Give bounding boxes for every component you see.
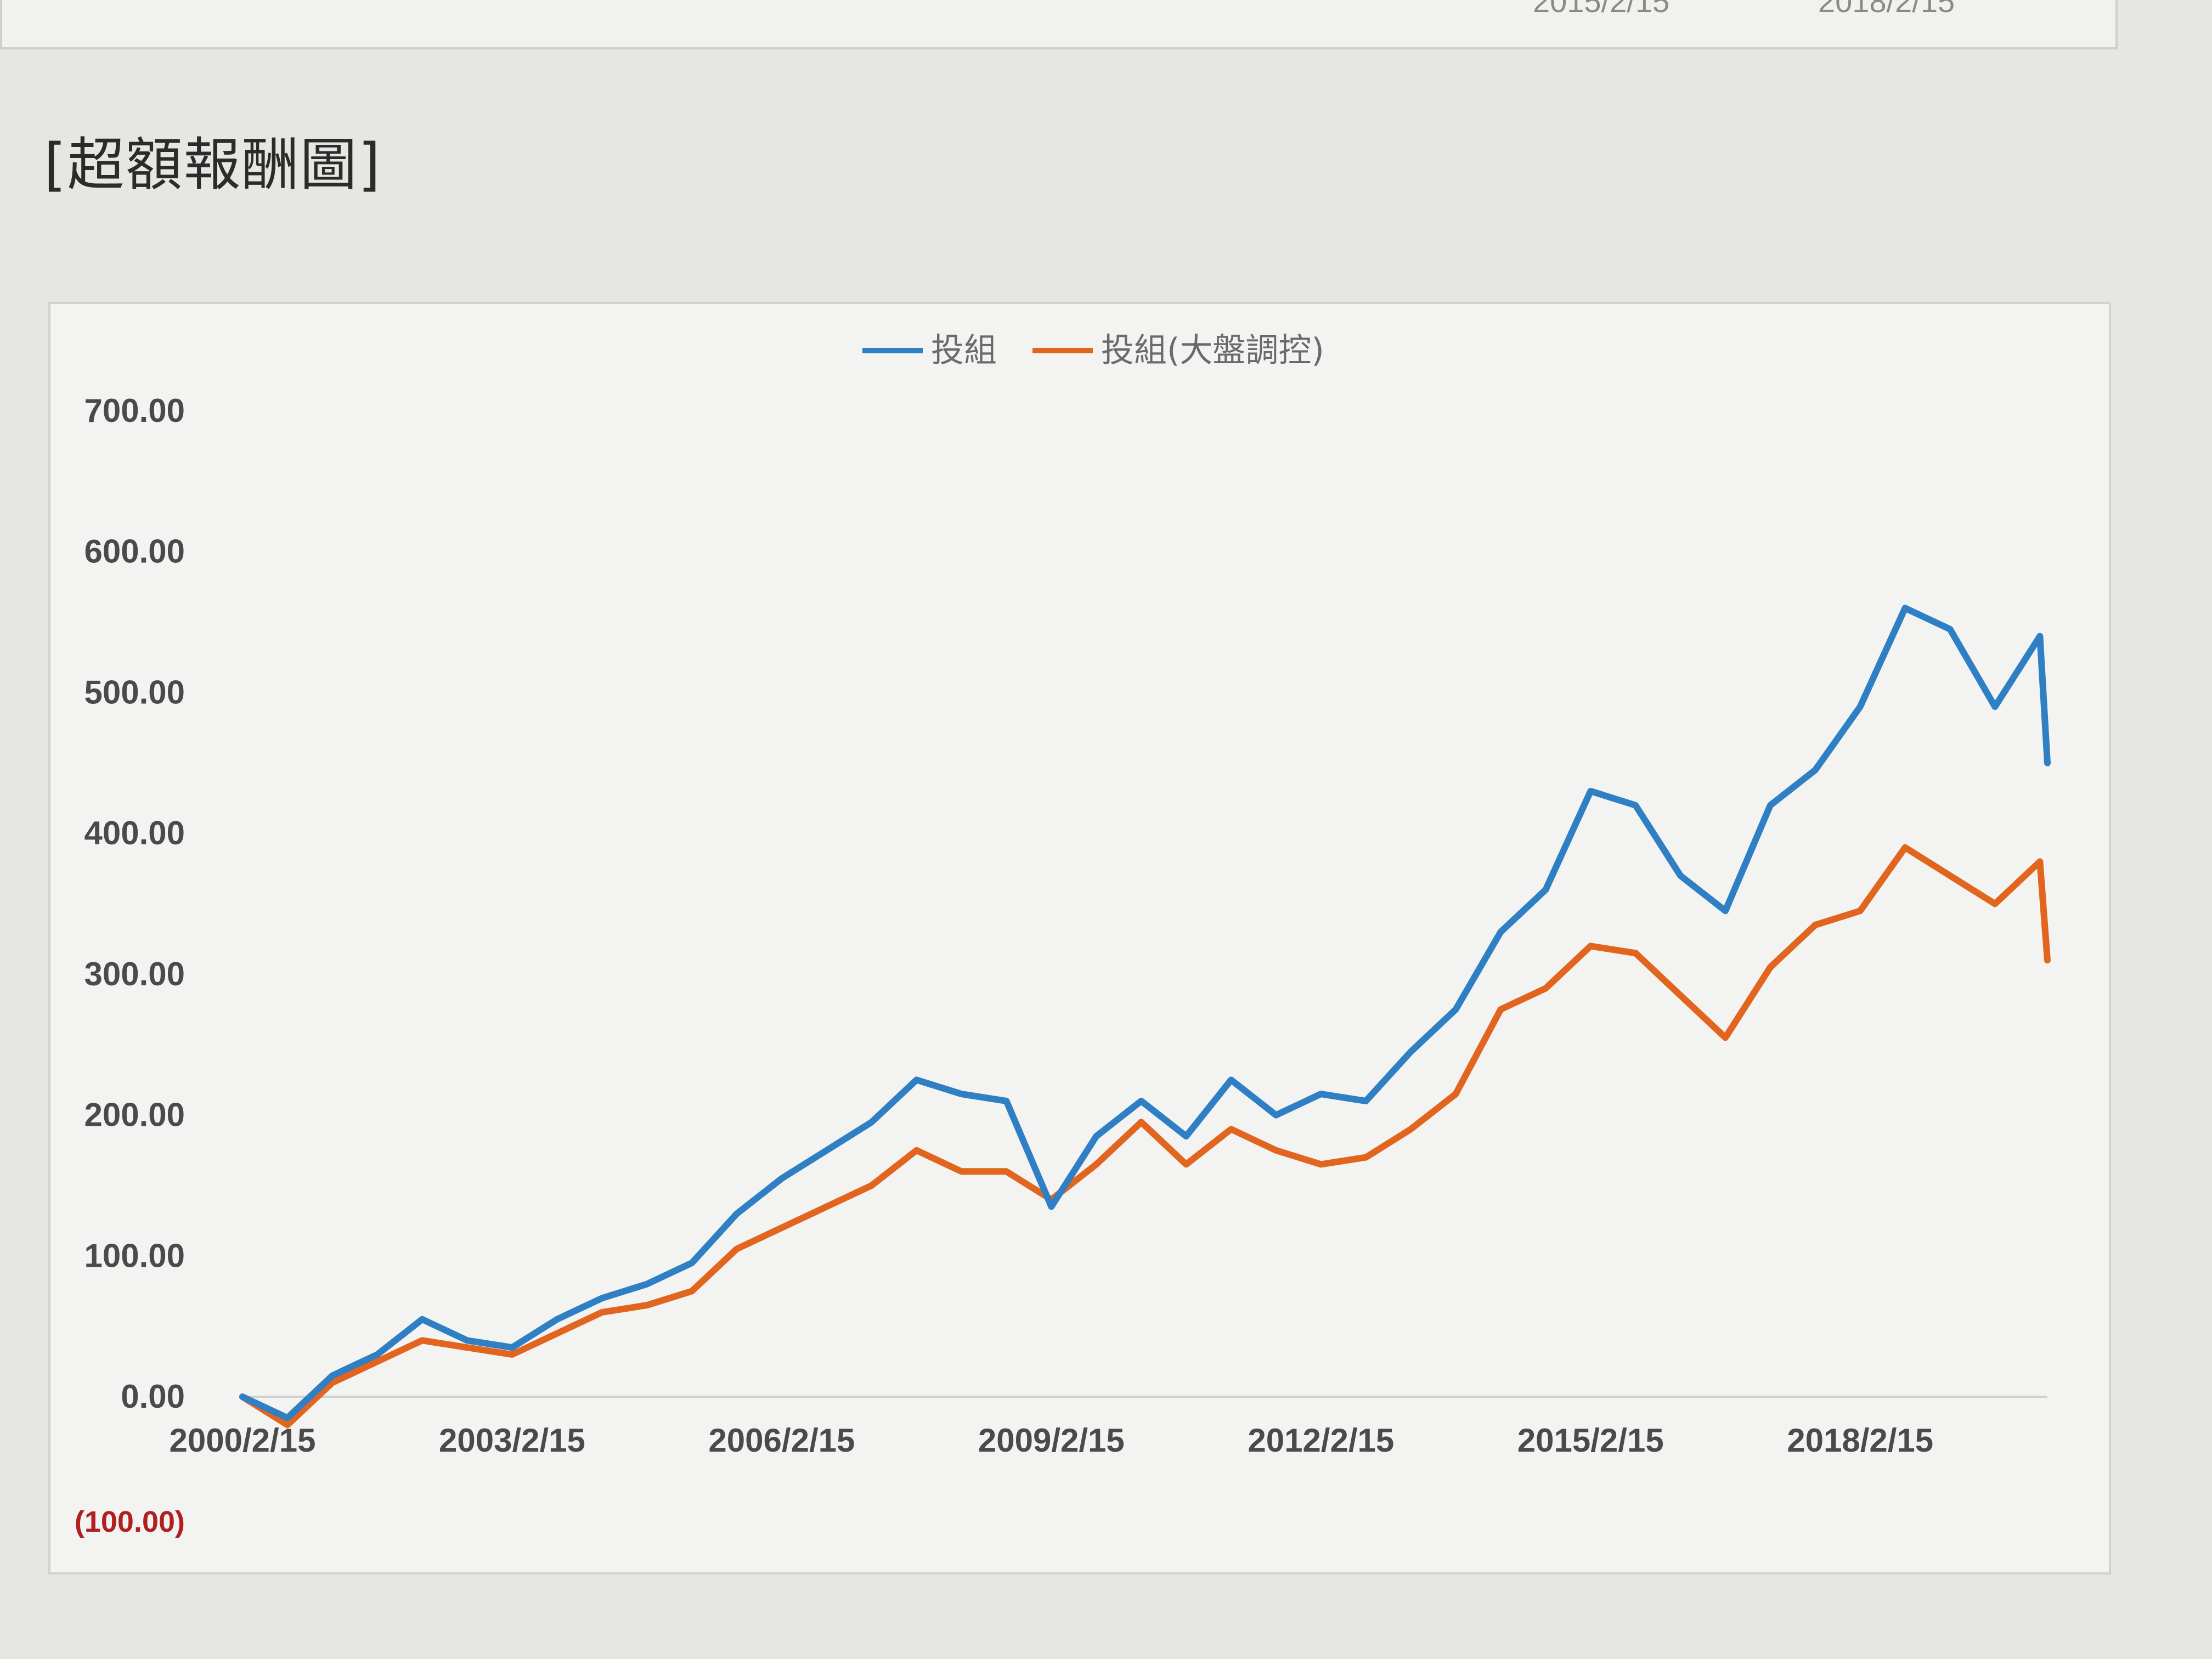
x-tick-label: 2006/2/15	[708, 1422, 855, 1459]
x-tick-label: 2003/2/15	[439, 1422, 585, 1459]
y-tick-label: 600.00	[84, 533, 185, 570]
y-tick-label: 700.00	[84, 392, 185, 429]
y-axis: 0.00 100.00 200.00 300.00 400.00 500.00 600.00…	[75, 392, 185, 1538]
top-strip-tick: 2018/2/15	[1818, 0, 1955, 19]
x-tick-label: 2009/2/15	[978, 1422, 1125, 1459]
top-strip-tick: 2015/2/15	[1533, 0, 1670, 19]
series-line-1	[239, 605, 2051, 1421]
chart-panel: 投組 投組(大盤調控) 0.00 100.00 200.00 300.00 400.00…	[48, 302, 2111, 1575]
series-line-2	[239, 844, 2051, 1429]
x-tick-label: 2018/2/15	[1787, 1422, 1933, 1459]
x-axis: 2000/2/15 2003/2/15 2006/2/15 2009/2/15 2012…	[170, 1396, 2047, 1459]
y-tick-label: 200.00	[84, 1097, 185, 1133]
x-tick-label: 2015/2/15	[1517, 1422, 1664, 1459]
x-tick-label: 2012/2/15	[1248, 1422, 1394, 1459]
legend-label-series-1: 投組	[931, 331, 997, 370]
y-tick-label: 300.00	[84, 956, 185, 992]
chart-legend: 投組 投組(大盤調控)	[862, 331, 1324, 370]
plot-area	[239, 605, 2051, 1429]
x-tick-label: 2000/2/15	[170, 1422, 316, 1459]
y-tick-label: 400.00	[84, 815, 185, 851]
legend-label-series-2: 投組(大盤調控)	[1101, 331, 1324, 370]
line-chart: 投組 投組(大盤調控) 0.00 100.00 200.00 300.00 400.00…	[75, 331, 2051, 1538]
previous-panel-strip: 2015/2/15 2018/2/15	[0, 0, 2118, 49]
y-tick-label: 500.00	[84, 674, 185, 710]
section-title: [超額報酬圖]	[44, 131, 382, 198]
y-tick-label-negative: (100.00)	[75, 1505, 185, 1538]
y-tick-label: 0.00	[121, 1378, 185, 1415]
y-tick-label: 100.00	[84, 1237, 185, 1274]
